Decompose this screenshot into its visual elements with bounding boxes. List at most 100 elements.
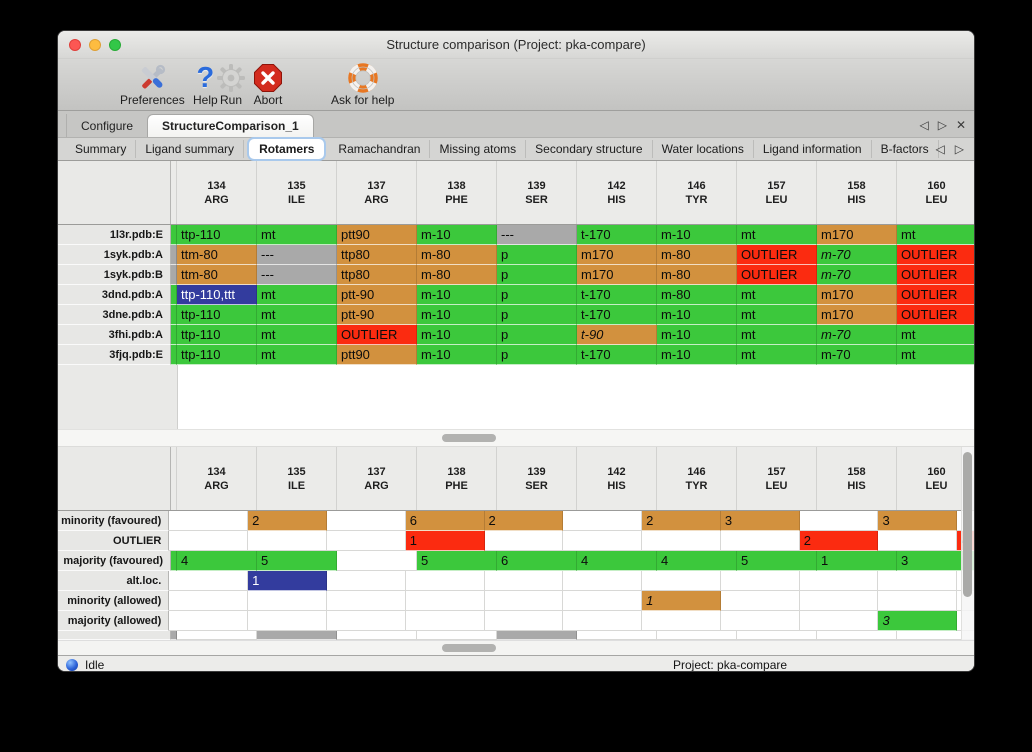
vertical-scrollbar[interactable]: [961, 447, 974, 640]
cell[interactable]: 5: [257, 551, 337, 571]
cell[interactable]: [720, 591, 800, 611]
cell[interactable]: 3: [878, 511, 958, 531]
cell[interactable]: [563, 531, 643, 551]
cell[interactable]: m-10: [657, 225, 737, 245]
cell[interactable]: ttm-80: [177, 245, 257, 265]
row-label[interactable]: 1syk.pdb:B: [58, 265, 171, 285]
cell[interactable]: ptt-90: [337, 285, 417, 305]
cell[interactable]: OUTLIER: [897, 245, 974, 265]
cell[interactable]: m-10: [657, 305, 737, 325]
row-label[interactable]: 3fhi.pdb:A: [58, 325, 171, 345]
vertical-scrollbar-thumb[interactable]: [963, 452, 972, 597]
cell[interactable]: m-80: [417, 245, 497, 265]
cell[interactable]: 4: [657, 551, 737, 571]
cell[interactable]: m-80: [657, 265, 737, 285]
cell[interactable]: OUTLIER: [337, 325, 417, 345]
splitter-handle[interactable]: [442, 434, 496, 442]
cell[interactable]: mt: [737, 285, 817, 305]
cell[interactable]: p: [497, 265, 577, 285]
cell[interactable]: 1: [248, 571, 327, 591]
row-label[interactable]: minority (allowed): [58, 591, 170, 611]
cell[interactable]: [484, 531, 564, 551]
subtab-next-icon[interactable]: ▷: [954, 142, 964, 156]
cell[interactable]: m-10: [417, 325, 497, 345]
cell[interactable]: 5: [417, 551, 497, 571]
cell[interactable]: m-10: [657, 325, 737, 345]
cell[interactable]: 3: [878, 611, 958, 631]
cell[interactable]: ttp-110,ttt: [177, 285, 257, 305]
subtab-summary[interactable]: Summary: [66, 140, 137, 158]
subtab-missing-atoms[interactable]: Missing atoms: [430, 140, 527, 158]
subtab-b-factors[interactable]: B-factors: [872, 140, 939, 158]
cell[interactable]: [248, 611, 327, 631]
cell[interactable]: p: [497, 285, 577, 305]
cell[interactable]: [799, 571, 879, 591]
cell[interactable]: 6: [405, 511, 485, 531]
cell[interactable]: t-170: [577, 285, 657, 305]
subtab-water-locations[interactable]: Water locations: [653, 140, 754, 158]
cell[interactable]: [405, 571, 485, 591]
cell[interactable]: [720, 531, 800, 551]
cell[interactable]: m-80: [417, 265, 497, 285]
cell[interactable]: [326, 611, 406, 631]
cell[interactable]: [799, 611, 879, 631]
horizontal-scrollbar-thumb[interactable]: [442, 644, 496, 652]
cell[interactable]: t-170: [577, 305, 657, 325]
cell[interactable]: m-10: [417, 285, 497, 305]
cell[interactable]: 2: [484, 511, 564, 531]
cell[interactable]: 1: [642, 591, 721, 611]
cell[interactable]: m-10: [417, 345, 497, 365]
cell[interactable]: [878, 571, 958, 591]
cell[interactable]: t-170: [577, 225, 657, 245]
cell[interactable]: mt: [737, 345, 817, 365]
cell[interactable]: [248, 591, 327, 611]
cell[interactable]: [248, 531, 327, 551]
cell[interactable]: [484, 611, 564, 631]
minimize-button[interactable]: [89, 39, 101, 51]
cell[interactable]: 1: [405, 531, 485, 551]
tab-prev-icon[interactable]: ◁: [919, 117, 929, 132]
row-label[interactable]: 1l3r.pdb:E: [58, 225, 171, 245]
cell[interactable]: p: [497, 325, 577, 345]
cell[interactable]: t-90: [577, 325, 657, 345]
cell[interactable]: [878, 531, 958, 551]
cell[interactable]: ptt90: [337, 345, 417, 365]
cell[interactable]: 2: [248, 511, 327, 531]
cell[interactable]: mt: [897, 325, 974, 345]
row-label[interactable]: 3dnd.pdb:A: [58, 285, 171, 305]
cell[interactable]: OUTLIER: [737, 245, 817, 265]
preferences-button[interactable]: Preferences: [120, 62, 185, 107]
cell[interactable]: 2: [799, 531, 879, 551]
cell[interactable]: [878, 591, 958, 611]
cell[interactable]: p: [497, 245, 577, 265]
cell[interactable]: [405, 611, 485, 631]
row-label[interactable]: majority (allowed): [58, 611, 170, 631]
cell[interactable]: [563, 571, 643, 591]
subtab-ligand-information[interactable]: Ligand information: [754, 140, 872, 158]
cell[interactable]: ttp-110: [177, 345, 257, 365]
cell[interactable]: 4: [577, 551, 657, 571]
cell[interactable]: m-10: [417, 225, 497, 245]
cell[interactable]: p: [497, 305, 577, 325]
cell[interactable]: mt: [737, 325, 817, 345]
cell[interactable]: [563, 591, 643, 611]
cell[interactable]: 3: [897, 551, 974, 571]
cell[interactable]: m-70: [817, 265, 897, 285]
cell[interactable]: ttp-110: [177, 225, 257, 245]
subtab-ligand-summary[interactable]: Ligand summary: [136, 140, 245, 158]
cell[interactable]: [563, 611, 643, 631]
cell[interactable]: ttp80: [337, 265, 417, 285]
subtab-secondary-structure[interactable]: Secondary structure: [526, 140, 653, 158]
cell[interactable]: [720, 571, 800, 591]
cell[interactable]: m170: [577, 245, 657, 265]
cell[interactable]: [326, 571, 406, 591]
cell[interactable]: [563, 511, 643, 531]
horizontal-scrollbar[interactable]: [58, 640, 974, 655]
subtab-rotamers[interactable]: Rotamers: [250, 140, 324, 158]
cell[interactable]: ---: [257, 265, 337, 285]
cell[interactable]: ---: [497, 225, 577, 245]
cell[interactable]: mt: [737, 225, 817, 245]
cell[interactable]: m-70: [817, 345, 897, 365]
cell[interactable]: m-80: [657, 285, 737, 305]
cell[interactable]: 5: [737, 551, 817, 571]
